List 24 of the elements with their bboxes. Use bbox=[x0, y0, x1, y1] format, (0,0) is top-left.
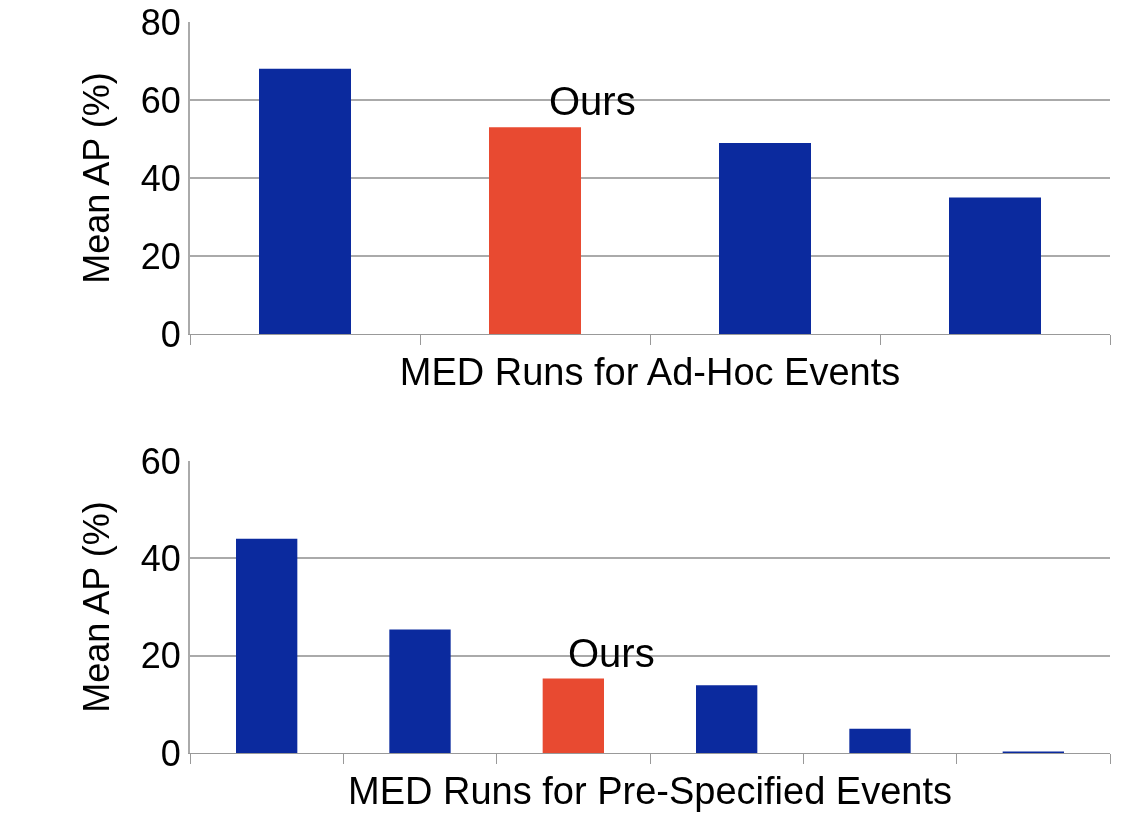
annotation: Ours bbox=[549, 79, 636, 123]
y-tick-label: 60 bbox=[140, 79, 181, 121]
bar bbox=[949, 197, 1041, 334]
bar bbox=[489, 127, 581, 334]
y-tick-label: 40 bbox=[140, 537, 181, 579]
bar bbox=[849, 728, 911, 753]
annotation: Ours bbox=[568, 631, 655, 675]
bar bbox=[542, 678, 604, 753]
x-axis-title: MED Runs for Ad-Hoc Events bbox=[399, 351, 901, 394]
y-tick-label: 0 bbox=[160, 313, 181, 355]
y-axis-title: Mean AP (%) bbox=[76, 72, 118, 284]
bar bbox=[389, 629, 451, 753]
y-tick-label: 40 bbox=[140, 157, 181, 199]
y-tick-label: 20 bbox=[140, 235, 181, 277]
bar bbox=[696, 685, 758, 753]
y-axis-title: Mean AP (%) bbox=[76, 501, 118, 713]
x-axis-title: MED Runs for Pre-Specified Events bbox=[347, 770, 953, 813]
bar bbox=[236, 538, 298, 753]
y-tick-label: 20 bbox=[140, 635, 181, 677]
y-tick-label: 0 bbox=[160, 732, 181, 774]
y-tick-label: 80 bbox=[140, 1, 181, 43]
bar bbox=[259, 68, 351, 334]
y-tick-label: 60 bbox=[140, 440, 181, 482]
bar bbox=[719, 142, 811, 334]
